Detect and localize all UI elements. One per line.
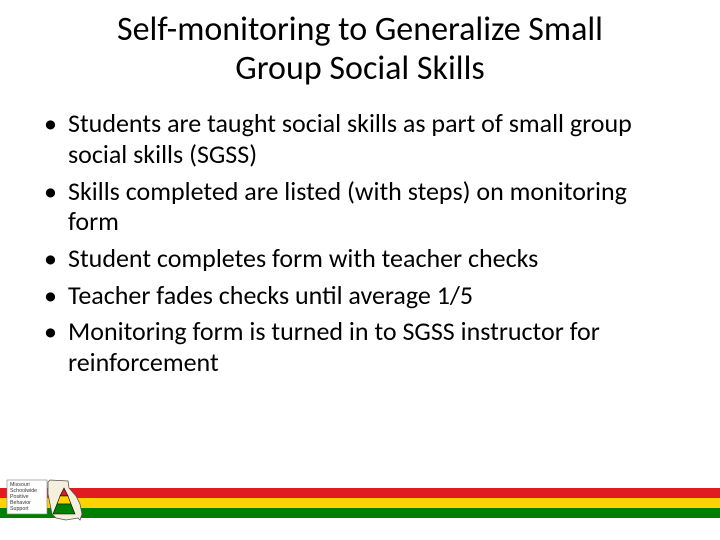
bullet-item: Skills completed are listed (with steps)… bbox=[40, 176, 680, 237]
bullet-item: Monitoring form is turned in to SGSS ins… bbox=[40, 316, 680, 377]
slide: Self-monitoring to Generalize Small Grou… bbox=[0, 0, 720, 540]
footer-color-band bbox=[0, 488, 720, 518]
bullet-item: Teacher fades checks until average 1/5 bbox=[40, 280, 680, 311]
title-line-2: Group Social Skills bbox=[235, 48, 484, 89]
band-middle bbox=[0, 498, 720, 508]
bullet-item: Student completes form with teacher chec… bbox=[40, 243, 680, 274]
triangle-bot bbox=[53, 504, 75, 514]
band-top bbox=[0, 488, 720, 498]
logo-svg: Missouri Schoolwide Positive Behavior Su… bbox=[6, 474, 86, 526]
footer-logo: Missouri Schoolwide Positive Behavior Su… bbox=[6, 474, 86, 526]
slide-body: Students are taught social skills as par… bbox=[0, 88, 720, 377]
bullet-list: Students are taught social skills as par… bbox=[40, 108, 680, 377]
band-bottom bbox=[0, 508, 720, 518]
logo-text-5: Support bbox=[10, 506, 29, 512]
title-line-1: Self-monitoring to Generalize Small bbox=[117, 9, 603, 50]
bullet-item: Students are taught social skills as par… bbox=[40, 108, 680, 169]
slide-title: Self-monitoring to Generalize Small Grou… bbox=[0, 0, 720, 88]
